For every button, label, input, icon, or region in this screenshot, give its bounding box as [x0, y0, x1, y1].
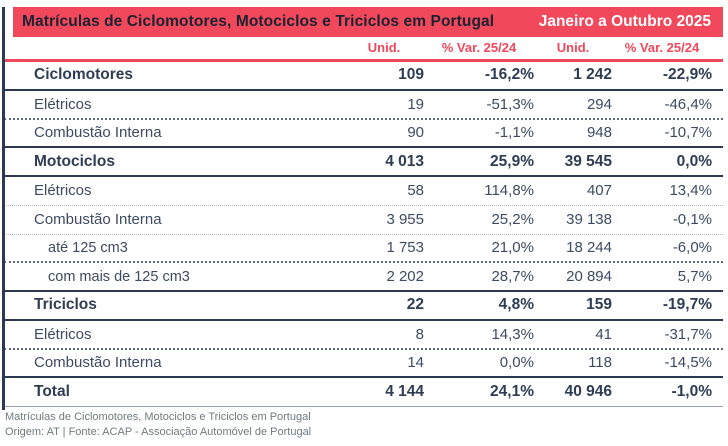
cell-var-1: 28,7%: [491, 268, 534, 286]
cell-var-2: -1,0%: [671, 383, 713, 401]
cell-var-1: 4,8%: [498, 296, 534, 314]
cell-var-1: 24,1%: [490, 383, 534, 401]
cell-unid-2: 39 138: [566, 211, 612, 229]
cell-var-2: -46,4%: [664, 95, 712, 113]
report-period: Janeiro a Outubro 2025: [538, 13, 711, 30]
cell-unid-1: 4 013: [385, 152, 424, 170]
cell-var-2: -6,0%: [672, 239, 712, 257]
cell-var-2: -0,1%: [672, 211, 712, 229]
col-header-unid-2: Unid.: [556, 40, 590, 55]
cell-unid-2: 18 244: [566, 239, 612, 257]
cell-var-1: 14,3%: [491, 325, 534, 343]
table-row-motociclos: Motociclos 4 013 25,9% 39 545 0,0%: [4, 148, 723, 177]
cell-var-2: -14,5%: [664, 354, 712, 372]
row-label: Combustão Interna: [34, 354, 162, 372]
registrations-table: Unid. % Var. 25/24 Unid. % Var. 25/24 Ci…: [4, 37, 723, 407]
row-label: com mais de 125 cm3: [48, 268, 190, 285]
cell-unid-1: 19: [407, 95, 424, 113]
cell-unid-2: 159: [586, 296, 612, 314]
footer-source: Origem: AT | Fonte: ACAP - Associação Au…: [5, 425, 312, 438]
cell-unid-1: 58: [407, 182, 424, 200]
report-title: Matrículas de Ciclomotores, Motociclos e…: [22, 13, 495, 30]
title-banner: Matrículas de Ciclomotores, Motociclos e…: [13, 7, 723, 37]
row-label: Elétricos: [34, 182, 92, 200]
cell-unid-1: 1 753: [386, 239, 424, 257]
cell-var-1: -1,1%: [494, 124, 534, 142]
row-label: Triciclos: [34, 296, 97, 314]
table-row-ate-125cm3: até 125 cm3 1 753 21,0% 18 244 -6,0%: [4, 235, 723, 264]
cell-var-2: -10,7%: [664, 124, 712, 142]
cell-var-1: 114,8%: [484, 182, 534, 200]
cell-var-2: -31,7%: [664, 325, 712, 343]
row-label: Elétricos: [34, 95, 92, 113]
cell-var-2: 0,0%: [676, 152, 712, 170]
table-row-motociclos-combustao: Combustão Interna 3 955 25,2% 39 138 -0,…: [4, 206, 723, 235]
cell-unid-2: 294: [586, 95, 612, 113]
cell-var-1: 21,0%: [491, 239, 534, 257]
col-header-unid-1: Unid.: [367, 40, 401, 55]
cell-unid-2: 40 946: [564, 383, 612, 401]
table-row-triciclos-combustao: Combustão Interna 14 0,0% 118 -14,5%: [4, 350, 723, 379]
row-label: Motociclos: [34, 152, 115, 170]
table-row-triciclos-eletricos: Elétricos 8 14,3% 41 -31,7%: [4, 321, 723, 350]
table-row-motociclos-eletricos: Elétricos 58 114,8% 407 13,4%: [4, 177, 723, 206]
cell-var-1: 25,2%: [491, 211, 534, 229]
cell-var-2: -22,9%: [662, 66, 712, 84]
cell-unid-1: 22: [406, 296, 424, 314]
row-label: Combustão Interna: [34, 124, 162, 142]
table-row-mais-125cm3: com mais de 125 cm3 2 202 28,7% 20 894 5…: [4, 263, 723, 292]
table-header-row: Unid. % Var. 25/24 Unid. % Var. 25/24: [4, 37, 723, 62]
cell-var-1: 0,0%: [499, 354, 534, 372]
cell-unid-1: 90: [407, 124, 424, 142]
cell-var-1: -16,2%: [484, 66, 534, 84]
cell-unid-2: 39 545: [564, 152, 612, 170]
source-footer: Matrículas de Ciclomotores, Motociclos e…: [5, 410, 728, 439]
row-label: Combustão Interna: [34, 211, 162, 229]
cell-unid-2: 948: [586, 124, 612, 142]
cell-unid-2: 118: [588, 354, 612, 372]
col-header-var-2: % Var. 25/24: [624, 40, 700, 55]
left-accent-line: [2, 7, 5, 410]
row-label: Total: [34, 383, 70, 401]
col-header-var-1: % Var. 25/24: [441, 40, 517, 55]
cell-unid-2: 41: [595, 325, 612, 343]
cell-var-1: 25,9%: [490, 152, 534, 170]
cell-unid-1: 4 144: [385, 383, 424, 401]
cell-var-2: -19,7%: [662, 296, 712, 314]
cell-var-1: -51,3%: [486, 95, 534, 113]
row-label: Ciclomotores: [34, 66, 134, 84]
cell-unid-2: 1 242: [573, 66, 612, 84]
table-row-ciclomotores-eletricos: Elétricos 19 -51,3% 294 -46,4%: [4, 91, 723, 120]
cell-unid-1: 109: [398, 66, 424, 84]
cell-unid-1: 2 202: [386, 268, 424, 286]
row-label: Elétricos: [34, 325, 92, 343]
row-label: até 125 cm3: [48, 239, 128, 256]
footer-caption: Matrículas de Ciclomotores, Motociclos e…: [5, 411, 311, 423]
cell-unid-2: 407: [586, 182, 612, 200]
table-row-ciclomotores-combustao: Combustão Interna 90 -1,1% 948 -10,7%: [4, 120, 723, 149]
table-row-triciclos: Triciclos 22 4,8% 159 -19,7%: [4, 292, 723, 321]
cell-unid-2: 20 894: [566, 268, 612, 286]
table-row-ciclomotores: Ciclomotores 109 -16,2% 1 242 -22,9%: [4, 62, 723, 91]
cell-unid-1: 8: [415, 325, 424, 343]
cell-var-2: 5,7%: [677, 268, 712, 286]
table-row-total: Total 4 144 24,1% 40 946 -1,0%: [4, 378, 723, 407]
cell-unid-1: 3 955: [386, 211, 424, 229]
cell-var-2: 13,4%: [669, 182, 712, 200]
cell-unid-1: 14: [407, 354, 424, 372]
